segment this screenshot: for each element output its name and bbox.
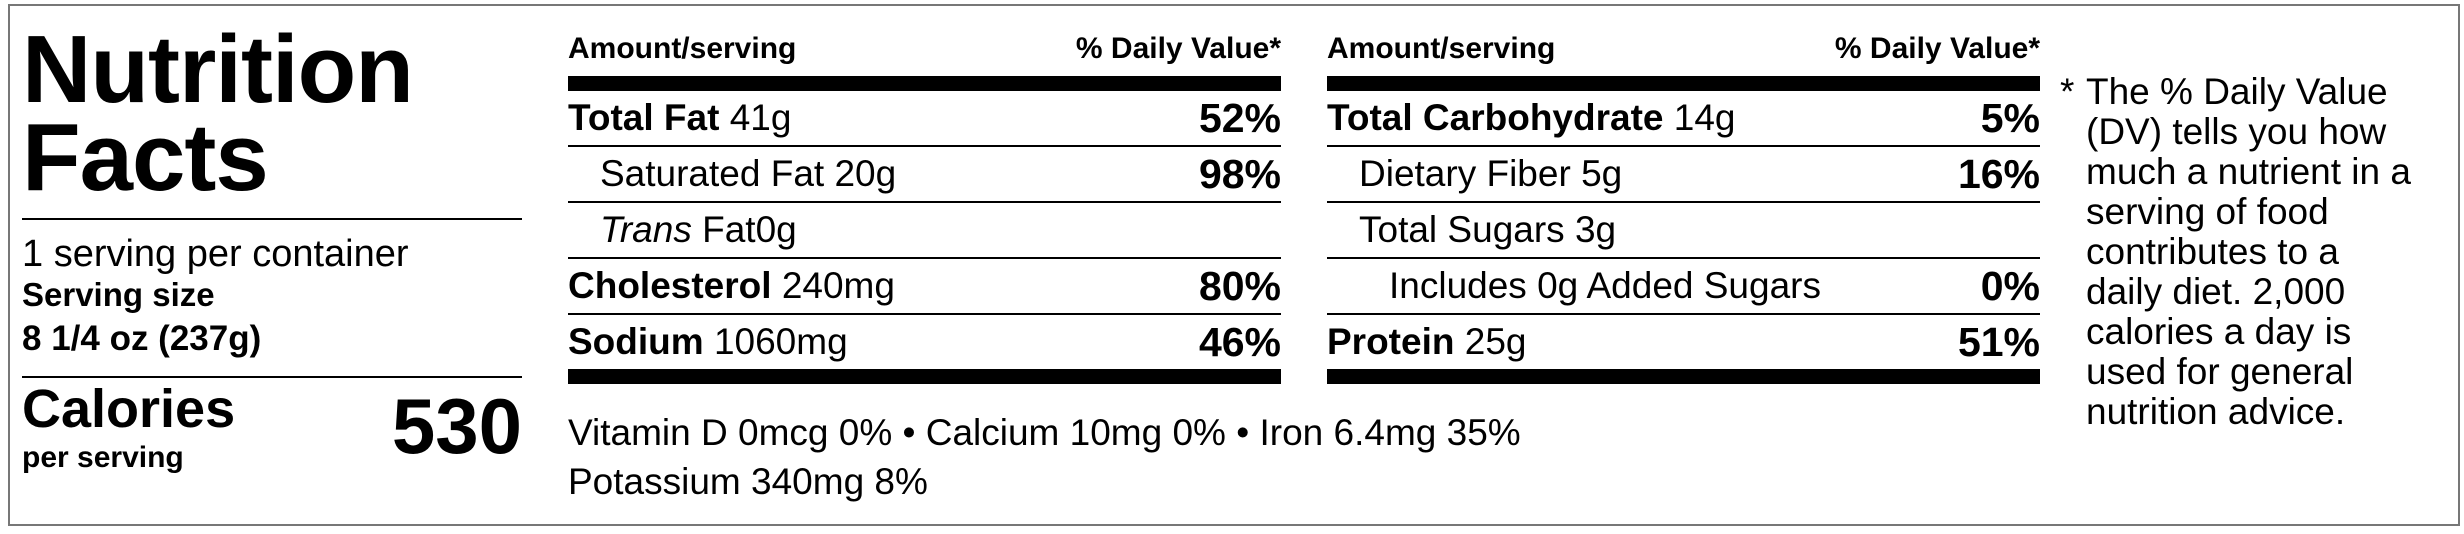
nutrient-amount: 1060mg [713,321,848,362]
nutrient-name: Cholesterol [568,265,772,306]
label-title-line2: Facts [22,104,269,211]
serving-size-label: Serving size [22,276,215,313]
nutrient-amount: 41g [729,97,792,138]
divider [22,376,522,378]
nutrient-row-total-carbohydrate: Total Carbohydrate 14g 5% [1327,91,2040,147]
label-title: Nutrition Facts [22,16,414,211]
nutrient-row-protein: Protein 25g 51% [1327,315,2040,369]
nutrient-dv: 5% [1980,95,2040,141]
thick-divider [568,369,1281,384]
serving-size-value: 8 1/4 oz (237g) [22,319,262,358]
nutrient-dv: 46% [1198,319,1281,365]
nutrient-amount: 3g [1574,209,1617,250]
nutrient-row-total-sugars: Total Sugars 3g [1327,203,2040,259]
nutrient-dv: 80% [1198,263,1281,309]
nutrient-row-total-fat: Total Fat 41g 52% [568,91,1281,147]
nutrient-dv: 0% [1980,263,2040,309]
daily-value-header: % Daily Value* [1075,32,1281,65]
nutrient-amount: 20g [834,153,897,194]
nutrient-name: Fat [702,209,756,250]
divider [22,218,522,220]
nutrient-dv: 51% [1957,319,2040,365]
servings-per-container: 1 serving per container [22,233,409,275]
nutrient-row-saturated-fat: Saturated Fat 20g 98% [568,147,1281,203]
nutrient-table-left: Amount/serving % Daily Value* Total Fat … [568,20,1281,384]
nutrient-table-right: Amount/serving % Daily Value* Total Carb… [1327,20,2040,384]
nutrient-row-added-sugars: Includes 0g Added Sugars 0% [1327,259,2040,315]
vitamins-minerals: Vitamin D 0mcg 0% • Calcium 10mg 0% • Ir… [568,408,1521,506]
calories-label: Calories [22,379,236,439]
nutrient-dv: 16% [1957,151,2040,197]
nutrient-amount: 0g [755,209,797,250]
daily-value-header: % Daily Value* [1834,32,2040,65]
thick-divider [1327,76,2040,91]
table-header: Amount/serving % Daily Value* [568,20,1281,76]
nutrient-dv: 98% [1198,151,1281,197]
amount-header: Amount/serving [568,32,797,65]
amount-header: Amount/serving [1327,32,1556,65]
nutrient-name-prefix: Trans [600,209,692,250]
per-serving-label: per serving [22,441,184,474]
footnote-text: The % Daily Value (DV) tells you how muc… [2086,71,2411,432]
nutrient-amount: 14g [1673,97,1736,138]
nutrient-amount: 5g [1581,153,1623,194]
nutrient-amount: 25g [1464,321,1527,362]
vitamins-line-2: Potassium 340mg 8% [568,461,928,502]
nutrient-amount: 240mg [781,265,895,306]
nutrient-name: Total Sugars [1359,209,1565,250]
nutrient-name: Total Carbohydrate [1327,97,1664,138]
nutrient-row-cholesterol: Cholesterol 240mg 80% [568,259,1281,315]
nutrient-name: Dietary Fiber [1359,153,1571,194]
nutrient-name: Includes 0g Added Sugars [1389,265,1821,306]
thick-divider [1327,369,2040,384]
thick-divider [568,76,1281,91]
nutrition-label [8,4,2460,526]
nutrient-row-dietary-fiber: Dietary Fiber 5g 16% [1327,147,2040,203]
table-header: Amount/serving % Daily Value* [1327,20,2040,76]
vitamins-line-1: Vitamin D 0mcg 0% • Calcium 10mg 0% • Ir… [568,412,1521,453]
nutrient-name: Total Fat [568,97,720,138]
nutrient-name: Sodium [568,321,704,362]
nutrient-name: Saturated Fat [600,153,825,194]
nutrient-row-sodium: Sodium 1060mg 46% [568,315,1281,369]
label-title-line1: Nutrition [22,16,414,123]
calories-value: 530 [391,382,522,470]
footnote-asterisk: * [2060,71,2075,112]
nutrient-row-trans-fat: Trans Fat0g [568,203,1281,259]
nutrient-dv: 52% [1198,95,1281,141]
nutrient-name: Protein [1327,321,1455,362]
